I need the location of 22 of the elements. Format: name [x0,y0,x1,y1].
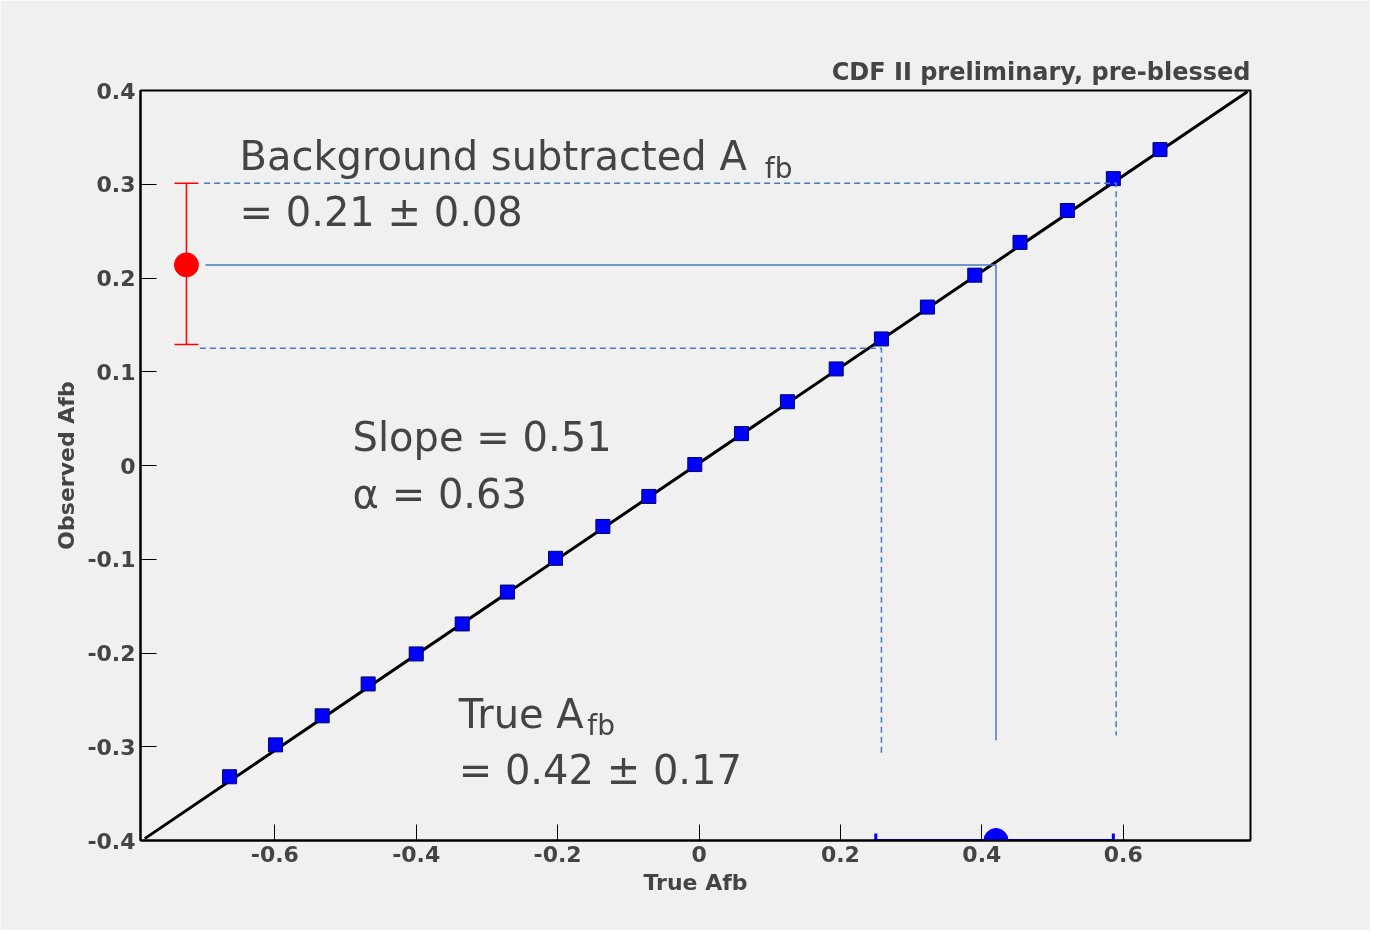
y-tick-label: 0.2 [96,266,136,291]
x-tick-label: -0.2 [533,841,582,867]
x-tick-label: 0.2 [820,841,860,867]
x-tick-label: 0.4 [962,841,1002,867]
x-tick-label: 0.6 [1103,841,1143,867]
chart-title: CDF II preliminary, pre-blessed [831,57,1251,86]
y-tick-label: -0.1 [87,547,136,573]
x-tick-label: -0.6 [250,841,299,867]
y-tick-label: 0.1 [96,359,136,385]
y-tick-label: 0.3 [96,172,136,198]
x-tick-label: 0 [691,841,707,867]
annotation: = 0.21 ± 0.08 [239,189,523,236]
x-tick-label: -0.4 [392,841,441,867]
y-tick-label: 0.4 [96,78,136,104]
y-tick-label: -0.3 [87,734,136,760]
annotation: = 0.42 ± 0.17 [458,747,742,794]
annotation: Slope = 0.51 [352,414,612,461]
y-tick-label: -0.2 [87,641,136,666]
annotation: α = 0.63 [352,470,527,517]
x-axis-title: True Afb [643,869,748,895]
y-axis-title: Observed Afb [54,381,80,550]
y-tick-label: 0 [120,453,136,479]
